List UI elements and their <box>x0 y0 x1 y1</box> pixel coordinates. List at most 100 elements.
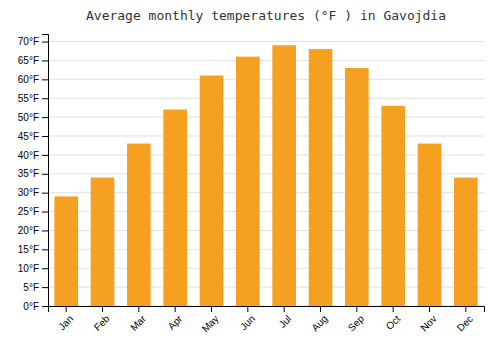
bar <box>418 144 442 306</box>
x-tick-mark <box>320 306 321 312</box>
x-tick-label: Sep <box>346 313 367 334</box>
x-tick-mark <box>429 306 430 312</box>
y-tick-mark <box>42 230 48 231</box>
grid-line <box>48 136 484 137</box>
y-tick-label: 35°F <box>18 168 39 179</box>
y-tick: 50°F <box>18 112 48 123</box>
x-tick-label: Oct <box>384 313 403 332</box>
y-tick-label: 50°F <box>18 112 39 123</box>
bar <box>91 178 115 306</box>
x-tick-label: Mar <box>128 313 148 333</box>
y-tick-label: 15°F <box>18 244 39 255</box>
bar <box>381 106 405 306</box>
y-tick-label: 30°F <box>18 187 39 198</box>
bar <box>200 76 224 306</box>
y-tick-mark <box>42 155 48 156</box>
bar <box>236 57 260 306</box>
title: Average monthly temperatures (°F ) in Ga… <box>86 8 446 23</box>
bar <box>163 110 187 306</box>
x-tick: Oct <box>384 306 403 332</box>
x-tick-label: Dec <box>455 313 475 333</box>
y-tick-mark <box>42 60 48 61</box>
y-tick-mark <box>42 268 48 269</box>
x-tick-label: Apr <box>166 313 185 332</box>
y-tick-mark <box>42 117 48 118</box>
y-tick-label: 5°F <box>23 282 39 293</box>
x-tick: May <box>200 306 221 334</box>
y-tick-mark <box>42 174 48 175</box>
y-tick-label: 55°F <box>18 93 39 104</box>
x-tick-mark <box>211 306 212 312</box>
y-tick: 60°F <box>18 74 48 85</box>
y-tick: 65°F <box>18 55 48 66</box>
x-tick-mark <box>138 306 139 312</box>
x-tick: Aug <box>309 306 329 333</box>
y-tick: 55°F <box>18 93 48 104</box>
grid-line <box>48 79 484 80</box>
x-tick-mark <box>247 306 248 312</box>
y-tick-label: 70°F <box>18 36 39 47</box>
y-tick-label: 45°F <box>18 131 39 142</box>
x-tick: Mar <box>128 306 148 333</box>
y-axis: 0°F 5°F 10°F 15°F 20°F 25°F 30°F 35°F 40°F 45°F 50… <box>18 35 49 312</box>
x-tick: Sep <box>346 306 367 333</box>
x-tick-label: Jun <box>238 313 257 332</box>
y-axis-line <box>42 35 49 307</box>
x-tick-mark <box>393 306 394 312</box>
x-tick: Dec <box>455 306 475 333</box>
y-tick-mark <box>42 136 48 137</box>
x-tick: Apr <box>166 306 185 332</box>
y-tick-mark <box>42 193 48 194</box>
y-tick: 40°F <box>18 150 48 161</box>
y-tick: 5°F <box>23 282 48 293</box>
y-tick: 35°F <box>18 168 48 179</box>
bar <box>127 144 151 306</box>
y-tick: 10°F <box>18 263 48 274</box>
y-tick-label: 20°F <box>18 225 39 236</box>
x-tick-label: Feb <box>92 313 112 333</box>
y-tick-label: 40°F <box>18 150 39 161</box>
y-tick-mark <box>42 306 48 307</box>
grid-line <box>48 117 484 118</box>
x-axis: Jan Feb Mar Apr May Jun Jul Aug Sep Oct Nov Dec <box>49 306 485 334</box>
y-tick-label: 65°F <box>18 55 39 66</box>
y-tick: 20°F <box>18 225 48 236</box>
y-tick: 25°F <box>18 206 48 217</box>
bar <box>345 68 369 306</box>
x-tick: Jul <box>277 306 294 330</box>
y-tick: 0°F <box>23 301 48 312</box>
plot: 0°F 5°F 10°F 15°F 20°F 25°F 30°F 35°F 40°F 45°F 50… <box>18 35 485 335</box>
y-tick-label: 60°F <box>18 74 39 85</box>
x-tick: Jan <box>56 306 75 332</box>
x-tick-label: Jul <box>277 313 294 330</box>
y-tick-label: 25°F <box>18 206 39 217</box>
x-tick-mark <box>465 306 466 312</box>
bars <box>54 45 477 306</box>
grid-line <box>48 60 484 61</box>
y-tick-mark <box>42 42 48 43</box>
x-tick: Jun <box>238 306 257 332</box>
x-tick: Feb <box>92 306 112 333</box>
x-tick-mark <box>66 306 67 312</box>
y-tick-mark <box>42 79 48 80</box>
y-tick-label: 0°F <box>23 301 39 312</box>
x-tick-mark <box>356 306 357 312</box>
y-tick-mark <box>42 98 48 99</box>
bar <box>54 196 78 306</box>
x-tick-label: Jan <box>56 313 75 332</box>
x-tick-mark <box>284 306 285 312</box>
y-tick-mark <box>42 212 48 213</box>
y-tick: 70°F <box>18 36 48 47</box>
x-tick-label: May <box>200 313 221 334</box>
grid <box>48 42 484 306</box>
chart: 0°F 5°F 10°F 15°F 20°F 25°F 30°F 35°F 40°F 45°F 50… <box>0 0 500 350</box>
x-tick-mark <box>102 306 103 312</box>
y-tick: 45°F <box>18 131 48 142</box>
bar <box>309 49 333 306</box>
x-tick-label: Aug <box>309 313 329 333</box>
x-tick-label: Nov <box>418 313 438 333</box>
y-tick-mark <box>42 249 48 250</box>
y-tick: 15°F <box>18 244 48 255</box>
bar <box>454 178 478 306</box>
y-tick: 30°F <box>18 187 48 198</box>
